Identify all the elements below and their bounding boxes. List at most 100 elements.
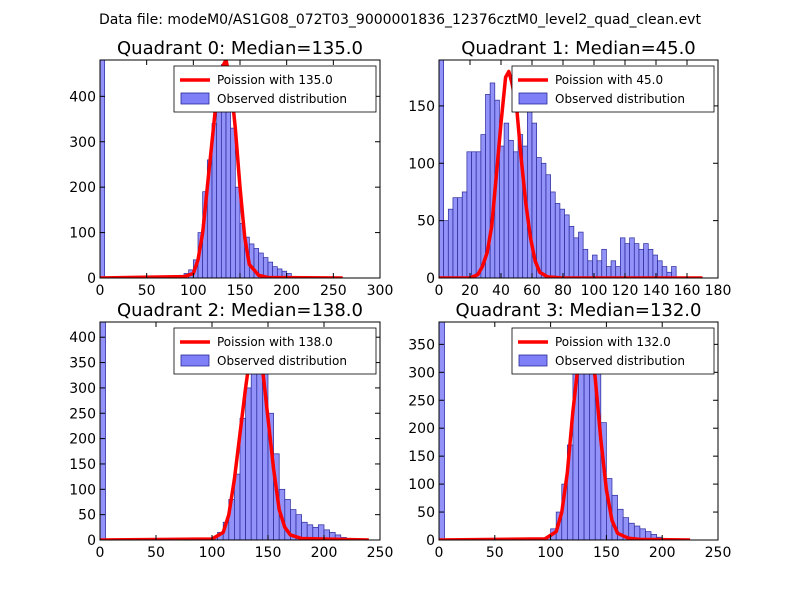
quadrant-0-y-tick-label: 400 (69, 89, 96, 105)
quadrant-2-y-tick-label: 0 (87, 533, 96, 549)
quadrant-1-hist-bar (554, 203, 561, 278)
quadrant-1-hist-bar (540, 162, 547, 278)
quadrant-1-hist-bar (652, 254, 658, 278)
quadrant-2-x-tick-label: 200 (311, 545, 338, 561)
quadrant-0-x-tick-label: 100 (180, 283, 207, 299)
quadrant-1-hist-bar (619, 237, 626, 278)
quadrant-2-x-tick-label: 100 (199, 545, 226, 561)
quadrant-3-x-tick-label: 200 (649, 545, 676, 561)
quadrant-1-legend: Poission with 45.0 Observed distribution (511, 65, 715, 113)
quadrant-2-x-tick-label: 250 (367, 545, 394, 561)
quadrant-2-legend-hist-label: Observed distribution (217, 354, 347, 368)
quadrant-1-poisson-curve (439, 69, 703, 278)
quadrant-0-x-tick-label: 300 (367, 283, 394, 299)
quadrant-1-title: Quadrant 1: Median=45.0 (461, 38, 696, 59)
quadrant-1-x-tick-label: 0 (435, 283, 444, 299)
quadrant-3-panel: 0 50 100 150 200 250 0 50 100 150 200 250 300 350 Quad… (408, 300, 731, 561)
quadrant-1-y-tick-label: 0 (426, 271, 435, 287)
quadrant-1-hist-bar (550, 191, 556, 278)
quadrant-1-hist-bar (503, 122, 510, 278)
quadrant-1-hist-bar (657, 260, 663, 278)
quadrant-1-x-tick-label: 80 (554, 283, 572, 299)
quadrant-1-x-tick-label: 180 (705, 283, 732, 299)
quadrant-1-hist-bar (647, 248, 654, 278)
quadrant-0-legend: Poission with 135.0 Observed distribution (173, 65, 377, 113)
quadrant-0-title: Quadrant 0: Median=135.0 (117, 38, 363, 59)
quadrant-1-hist-bar (439, 60, 445, 278)
quadrant-1-x-tick-label: 20 (461, 283, 479, 299)
quadrant-3-y-tick-label: 300 (408, 365, 435, 381)
quadrant-0-hist-bar (234, 186, 241, 278)
quadrant-1-hist-bar (629, 237, 635, 278)
quadrant-1-hist-bar (601, 248, 607, 278)
quadrant-3-legend: Poission with 132.0 Observed distribution (511, 327, 715, 375)
quadrant-1-hist-bar (466, 151, 472, 278)
quadrant-1-x-tick-label: 60 (523, 283, 541, 299)
quadrant-2-y-tick-label: 100 (69, 482, 96, 498)
quadrant-0-hist-bar (267, 261, 274, 278)
quadrant-1-hist-bar (513, 151, 519, 278)
quadrant-3-y-tick-label: 200 (408, 421, 435, 437)
quadrant-0-legend-curve-label: Poission with 135.0 (217, 73, 333, 87)
quadrant-0-x-tick-label: 200 (273, 283, 300, 299)
quadrant-2-y-tick-label: 300 (69, 381, 96, 397)
quadrant-1-legend-hist-swatch (518, 92, 548, 105)
quadrant-0-panel: 0 50 100 150 200 250 300 0 100 200 300 400 Quadrant … (69, 38, 393, 299)
quadrant-3-x-tick-label: 50 (486, 545, 504, 561)
quadrant-3-legend-hist-label: Observed distribution (555, 354, 685, 368)
quadrant-2-y-tick-label: 250 (69, 406, 96, 422)
quadrant-1-hist-bar (499, 145, 505, 278)
quadrant-0-x-tick-label: 150 (227, 283, 254, 299)
quadrant-2-legend: Poission with 138.0 Observed distribution (173, 327, 377, 375)
quadrant-0-y-tick-label: 300 (69, 135, 96, 151)
quadrant-0-x-tick-label: 50 (138, 283, 156, 299)
quadrant-2-y-tick-label: 400 (69, 330, 96, 346)
quadrant-3-y-tick-label: 50 (417, 505, 435, 521)
figure-title: Data file: modeM0/AS1G08_072T03_90000018… (99, 12, 701, 28)
quadrant-1-hist-bar (452, 197, 458, 278)
quadrant-0-hist-bar (100, 60, 106, 278)
quadrant-0-y-tick-label: 0 (87, 271, 96, 287)
quadrant-3-y-tick-label: 350 (408, 337, 435, 353)
quadrant-1-legend-hist-label: Observed distribution (555, 92, 685, 106)
quadrant-3-hist-bar (589, 366, 596, 540)
quadrant-1-x-tick-label: 140 (643, 283, 670, 299)
quadrant-0-x-tick-label: 0 (96, 283, 105, 299)
quadrant-1-hist-bar (582, 248, 589, 278)
quadrant-3-y-tick-label: 150 (408, 449, 435, 465)
quadrant-1-hist-bar (578, 231, 584, 278)
quadrant-3-legend-hist-swatch (518, 354, 548, 367)
quadrant-1-hist-bar (447, 208, 454, 278)
quadrant-0-legend-hist-label: Observed distribution (217, 92, 347, 106)
quadrant-1-x-tick-label: 120 (612, 283, 639, 299)
quadrant-1-hist-bar (471, 151, 477, 278)
quadrant-1-x-tick-label: 40 (492, 283, 510, 299)
quadrant-1-x-tick-label: 160 (674, 283, 701, 299)
quadrant-3-y-tick-label: 0 (426, 533, 435, 549)
quadrant-3-x-tick-label: 100 (537, 545, 564, 561)
quadrant-2-x-tick-label: 0 (96, 545, 105, 561)
quadrant-2-axes-frame (99, 321, 381, 541)
quadrant-1-hist-bar (592, 254, 598, 278)
quadrant-3-y-tick-label: 250 (408, 393, 435, 409)
quadrant-1-hist-bar (545, 174, 551, 278)
quadrant-3-title: Quadrant 3: Median=132.0 (456, 300, 702, 321)
quadrant-1-hist-bar (573, 237, 579, 278)
quadrant-1-y-tick-label: 150 (408, 99, 435, 115)
quadrant-1-hist-bar (610, 260, 617, 278)
quadrant-0-y-tick-label: 200 (69, 180, 96, 196)
quadrant-1-hist-bar (643, 243, 649, 278)
quadrant-3-x-tick-label: 0 (435, 545, 444, 561)
quadrant-0-poisson-curve (100, 60, 343, 278)
quadrant-1-hist-bar (638, 248, 644, 278)
quadrant-1-hist-bar (633, 243, 640, 278)
quadrant-3-x-tick-label: 250 (705, 545, 732, 561)
quadrant-1-y-tick-label: 50 (417, 214, 435, 230)
quadrant-1-hist-bar (526, 111, 533, 278)
quadrant-1-hist-bar (624, 243, 631, 278)
quadrant-3-y-tick-label: 100 (408, 477, 435, 493)
quadrant-3-axes-frame (438, 321, 719, 541)
quadrant-2-x-tick-label: 150 (255, 545, 282, 561)
quadrant-2-hist-bar (100, 322, 106, 540)
